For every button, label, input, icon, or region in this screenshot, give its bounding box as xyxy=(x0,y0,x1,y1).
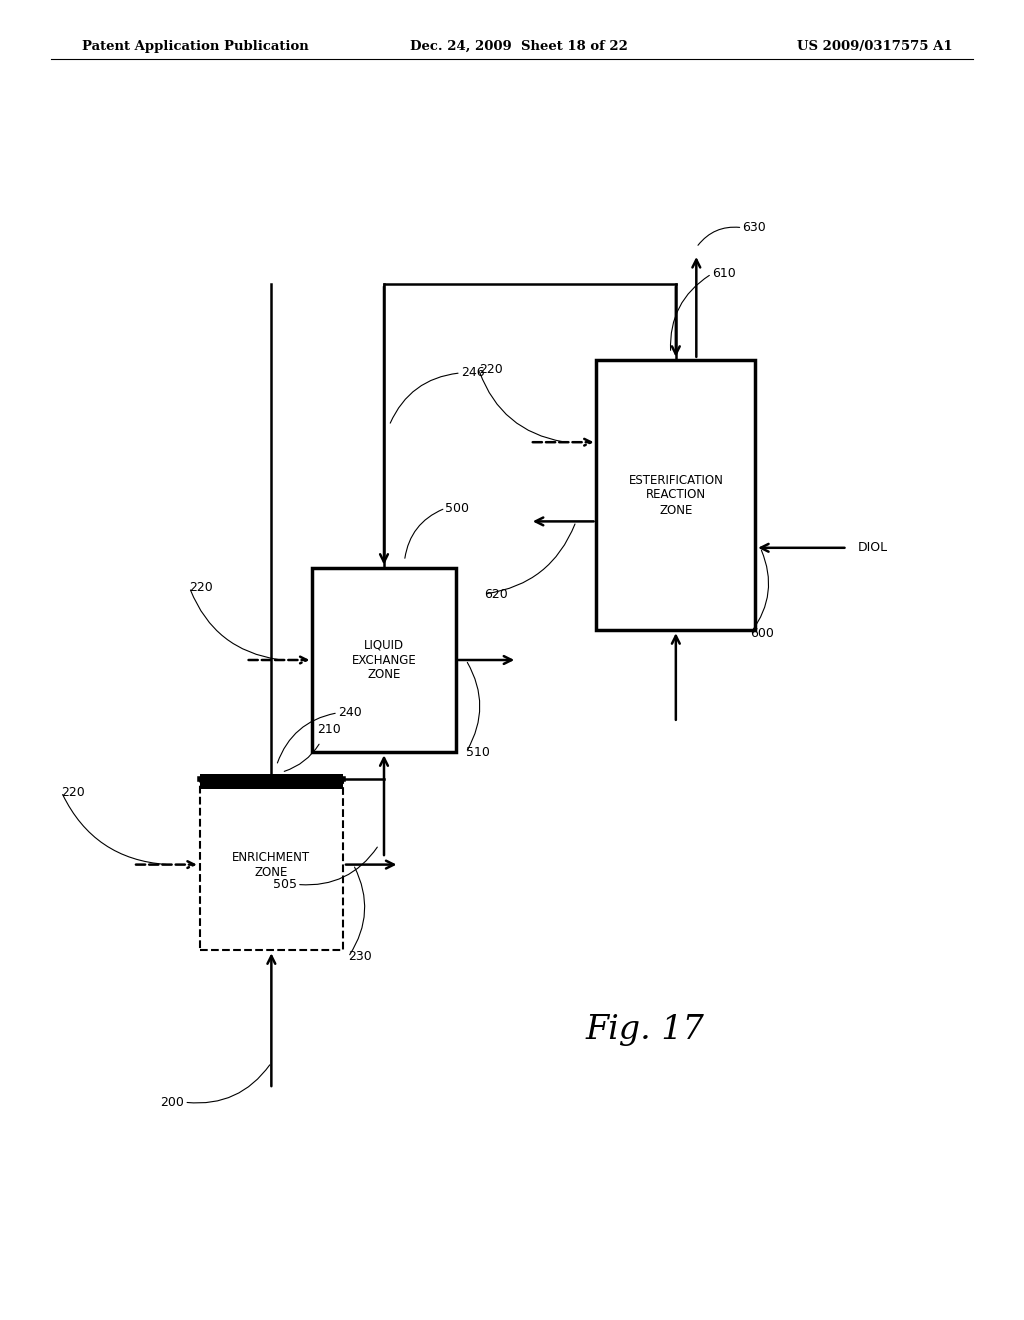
Bar xyxy=(596,360,756,631)
Text: 630: 630 xyxy=(742,222,766,234)
Text: 220: 220 xyxy=(479,363,503,376)
Text: 230: 230 xyxy=(348,950,372,964)
Text: ESTERIFICATION
REACTION
ZONE: ESTERIFICATION REACTION ZONE xyxy=(629,474,723,516)
Bar xyxy=(312,568,456,752)
Text: 210: 210 xyxy=(317,722,341,735)
Text: Patent Application Publication: Patent Application Publication xyxy=(82,40,308,53)
Bar xyxy=(200,779,343,950)
Text: LIQUID
EXCHANGE
ZONE: LIQUID EXCHANGE ZONE xyxy=(351,639,417,681)
Text: 610: 610 xyxy=(712,268,735,280)
Text: 510: 510 xyxy=(466,746,489,759)
Bar xyxy=(200,774,343,789)
Text: US 2009/0317575 A1: US 2009/0317575 A1 xyxy=(797,40,952,53)
Text: 620: 620 xyxy=(484,587,508,601)
Text: ENRICHMENT
ZONE: ENRICHMENT ZONE xyxy=(232,850,310,879)
Text: 240: 240 xyxy=(338,706,361,719)
Text: 200: 200 xyxy=(161,1096,184,1109)
Text: 505: 505 xyxy=(273,878,297,891)
Text: 220: 220 xyxy=(61,785,85,799)
Text: 246: 246 xyxy=(461,367,484,379)
Text: 500: 500 xyxy=(445,502,469,515)
Text: Dec. 24, 2009  Sheet 18 of 22: Dec. 24, 2009 Sheet 18 of 22 xyxy=(410,40,628,53)
Text: Fig. 17: Fig. 17 xyxy=(586,1014,705,1045)
Text: DIOL: DIOL xyxy=(858,541,888,554)
Text: 600: 600 xyxy=(750,627,774,640)
Text: 220: 220 xyxy=(189,581,213,594)
